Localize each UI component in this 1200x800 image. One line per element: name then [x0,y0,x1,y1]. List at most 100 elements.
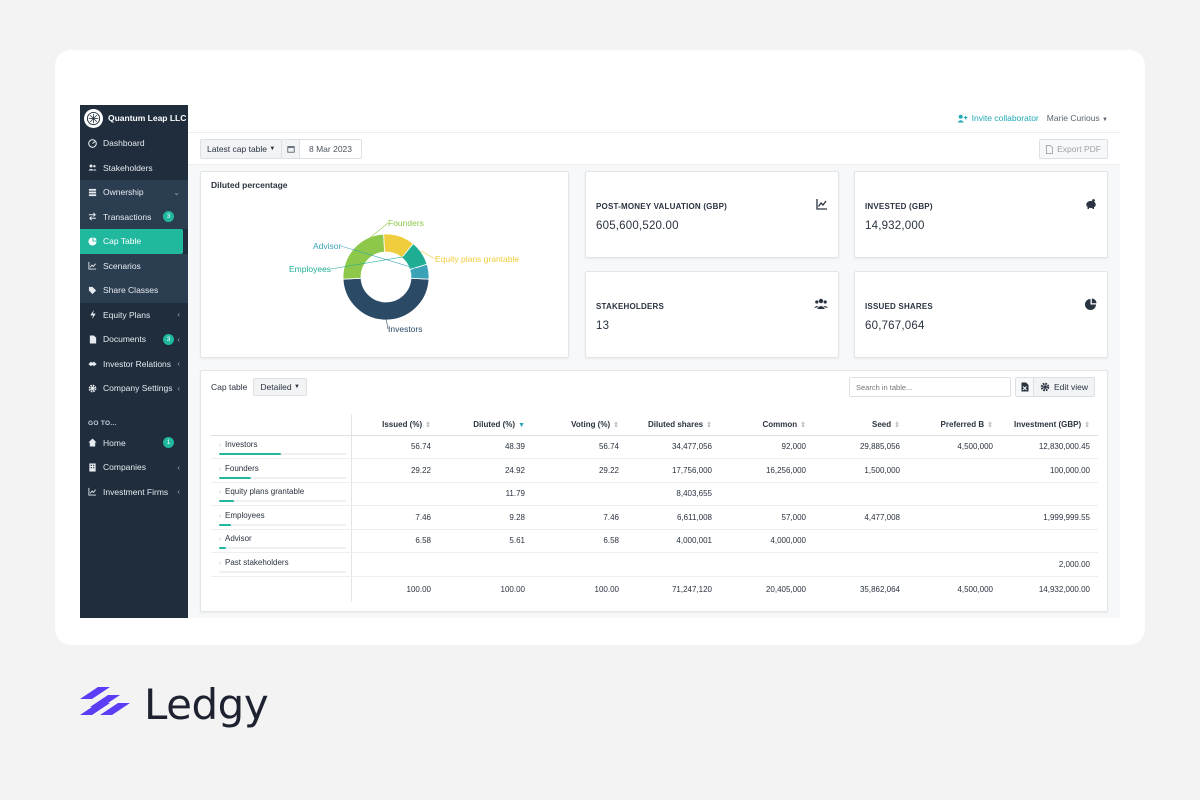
piggy-bank-icon [1086,199,1096,209]
caret-down-icon: ▼ [293,384,300,390]
total-cell: 35,862,064 [859,584,900,594]
total-cell: 100.00 [594,584,619,594]
stakeholder-group-cell[interactable]: › Founders [211,458,352,483]
column-header-investment[interactable]: Investment (GBP) ⇕ [1001,414,1098,436]
table-row[interactable]: › Founders 29.22 24.92 29.22 17,756,000 16,256… [211,458,1098,483]
total-cell: 4,500,000 [957,584,993,594]
sidebar-item-company-settings[interactable]: Company Settings ‹ [80,376,188,401]
view-mode-select[interactable]: Detailed ▼ [253,378,307,396]
table-row[interactable]: › Advisor 6.58 5.61 6.58 4,000,001 4,000,000 [211,529,1098,553]
stakeholder-group-cell[interactable]: › Past stakeholders [211,552,352,577]
sidebar-item-home[interactable]: Home 1 [80,431,188,456]
table-row[interactable]: › Investors 56.74 48.39 56.74 34,477,056 92,00… [211,435,1098,459]
swap-icon [88,212,97,221]
pie-icon [1085,298,1097,310]
invite-collaborator-link[interactable]: Invite collaborator [957,113,1039,123]
goto-section-title: GO TO... [88,419,117,427]
sidebar-item-transactions[interactable]: Transactions 3 [80,204,188,229]
column-header-seed[interactable]: Seed ⇕ [814,414,908,436]
chevron-right-icon: › [219,443,221,450]
sidebar-item-stakeholders[interactable]: Stakeholders [80,156,188,181]
donut-slice-advisor[interactable] [409,263,430,280]
ledgy-logo-icon [80,686,130,715]
bolt-icon [88,310,97,320]
table-cell [814,529,908,553]
company-switcher[interactable]: Quantum Leap LLC [80,105,188,131]
sidebar-item-cap-table[interactable]: Cap Table [80,229,183,254]
table-row[interactable]: › Past stakeholders 2,000.00 [211,552,1098,577]
caret-down-icon: ▼ [269,146,276,152]
column-header-issued[interactable]: Issued (%) ⇕ [351,414,439,436]
sidebar-item-ownership[interactable]: Ownership ⌄ [80,180,188,205]
edit-view-button[interactable]: Edit view [1032,377,1095,397]
user-menu[interactable]: Marie Curious ▼ [1046,113,1108,123]
table-cell: 56.74 [351,435,439,459]
ledgy-wordmark: Ledgy [144,680,269,729]
stakeholder-group-name: Past stakeholders [225,557,289,567]
column-header-voting[interactable]: Voting (%) ⇕ [533,414,627,436]
share-bar [219,500,234,502]
share-bar [219,453,281,455]
sidebar-item-companies[interactable]: Companies ‹ [80,455,188,480]
table-cell [908,482,1001,506]
sidebar-item-share-classes[interactable]: Share Classes [80,278,188,303]
stat-label: ISSUED SHARES [865,302,933,311]
donut-leader-line [385,317,389,330]
sidebar-item-equity-plans[interactable]: Equity Plans ‹ [80,303,188,328]
stakeholder-group-cell[interactable]: › Investors [211,435,352,459]
sidebar-item-investment-firms[interactable]: Investment Firms ‹ [80,480,188,505]
chevron-right-icon: › [219,560,221,567]
column-header-preferred-b[interactable]: Preferred B ⇕ [908,414,1001,436]
chevron-left-icon: ‹ [177,359,180,369]
table-cell [908,552,1001,577]
line-chart-icon [816,199,827,210]
table-cell [908,529,1001,553]
table-cell: 11.79 [439,482,533,506]
total-cell: 14,932,000.00 [1038,584,1090,594]
share-bar [219,547,227,549]
donut-slice-investors[interactable] [342,277,430,321]
stakeholder-group-cell[interactable]: › Employees [211,505,352,530]
stakeholder-group-cell[interactable]: › Advisor [211,529,352,553]
ledgy-logo: Ledgy [80,680,269,729]
cap-table-select[interactable]: Latest cap table ▼ [200,139,283,159]
column-header-diluted[interactable]: Diluted (%) ▼ [439,414,533,436]
donut-slice-founders[interactable] [342,233,386,280]
stakeholder-group-name: Equity plans grantable [225,487,305,497]
tag-icon [88,286,97,295]
share-bar [219,523,231,526]
stat-value: 13 [596,320,610,332]
table-row[interactable]: › Employees 7.46 9.28 7.46 6,611,008 57,000 4,4… [211,505,1098,530]
sidebar-item-dashboard[interactable]: Dashboard [80,131,188,156]
sort-icon: ⇕ [1084,421,1090,429]
share-bar-track [219,523,346,526]
sidebar: Quantum Leap LLC Dashboard Stakeholders … [80,105,188,618]
sidebar-item-investor-relations[interactable]: Investor Relations ‹ [80,352,188,377]
sidebar-item-scenarios[interactable]: Scenarios [80,253,188,278]
chevron-right-icon: › [219,466,221,473]
share-bar-track [219,476,346,479]
share-bar [219,476,251,479]
table-row[interactable]: › Equity plans grantable 11.79 8,403,655 [211,482,1098,506]
table-cell: 6,611,008 [627,505,720,530]
table-cell: 2,000.00 [1001,552,1098,577]
table-cell: 29.22 [351,458,439,483]
table-search-input[interactable] [849,377,1011,397]
table-cell [908,458,1001,483]
home-icon [88,438,97,447]
sidebar-item-documents[interactable]: Documents 3 ‹ [80,327,188,352]
documents-count-badge: 3 [163,333,174,345]
export-pdf-button[interactable]: Export PDF [1039,139,1108,159]
date-picker[interactable]: 8 Mar 2023 [281,139,362,159]
table-cell [1001,529,1098,553]
company-logo-icon [84,108,103,128]
table-cell: 9.28 [439,505,533,530]
file-icon [88,335,97,344]
column-header-common[interactable]: Common ⇕ [720,414,814,436]
line-chart-icon [88,487,97,496]
column-header-diluted-shares[interactable]: Diluted shares ⇕ [627,414,720,436]
stat-label: POST-MONEY VALUATION (GBP) [596,202,727,211]
donut-label: Employees [289,264,331,274]
table-cell [533,482,627,506]
stakeholder-group-cell[interactable]: › Equity plans grantable [211,482,352,506]
